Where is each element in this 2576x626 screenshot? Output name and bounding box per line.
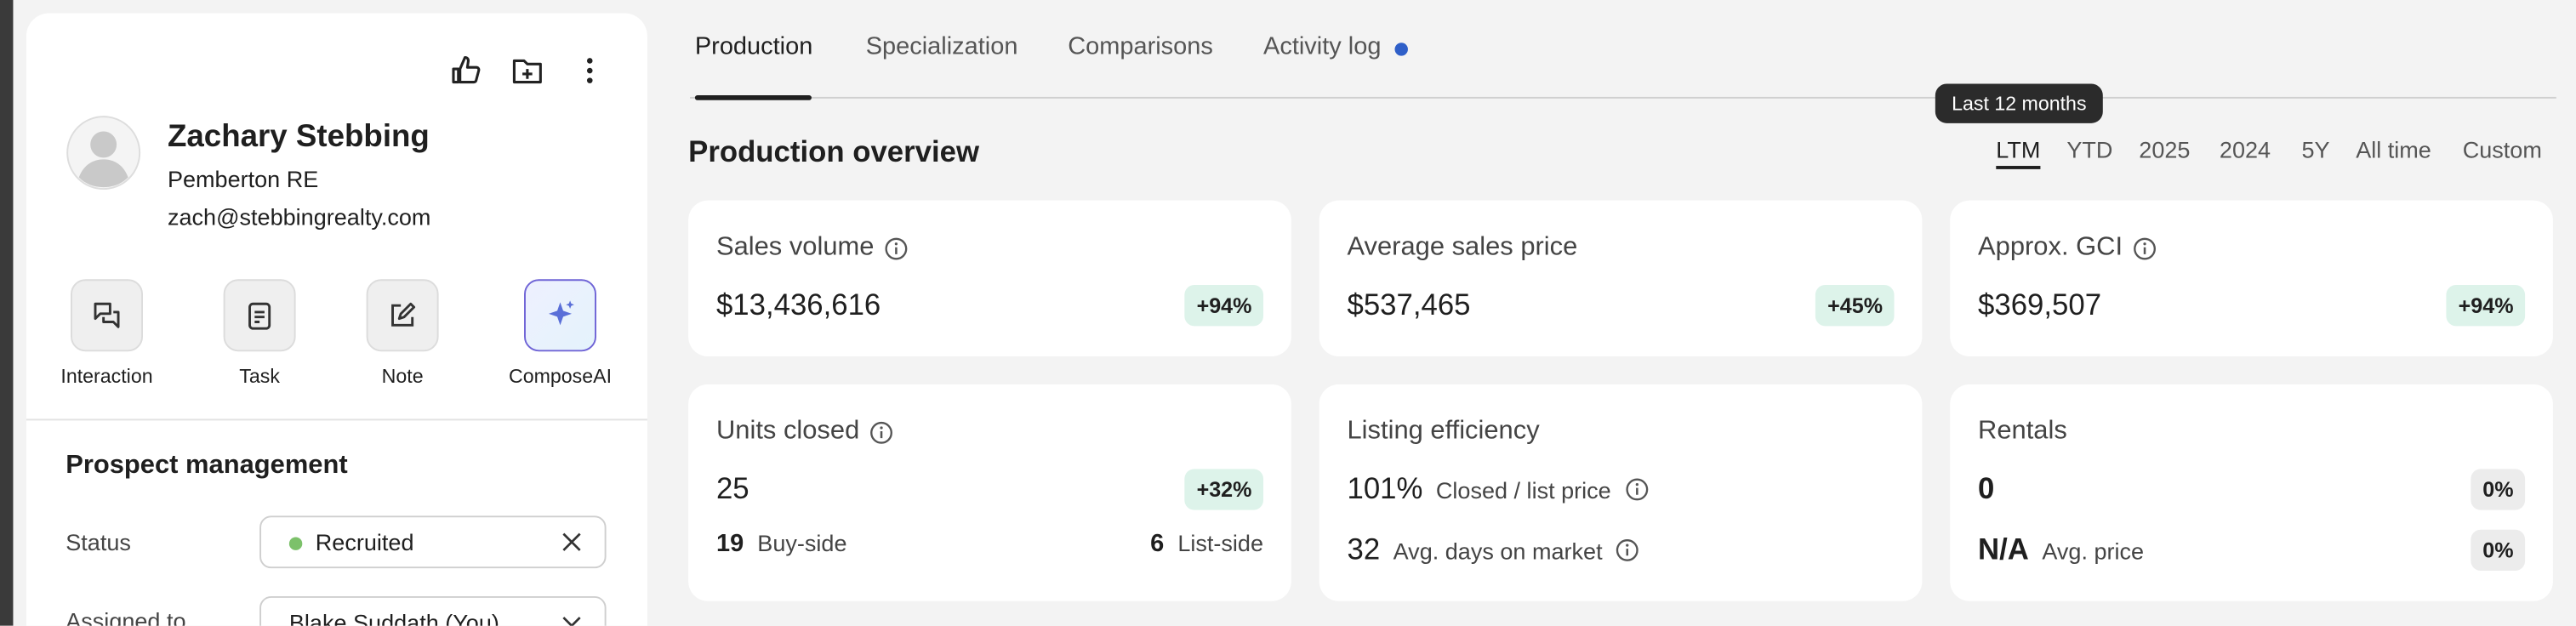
avatar bbox=[66, 116, 141, 191]
metric-card: Units closed 25 +32% 19 Buy-side 6 List-… bbox=[688, 384, 1291, 601]
chevron-icon bbox=[562, 617, 581, 626]
status-value: Recruited bbox=[315, 528, 414, 555]
metric-line: 32 Avg. days on market bbox=[1348, 533, 1641, 568]
sub-value: 19 bbox=[715, 529, 744, 558]
change-badge: 0% bbox=[2471, 529, 2526, 572]
card-label-text: Listing efficiency bbox=[1347, 417, 1540, 446]
period-option[interactable]: 2024 bbox=[2219, 136, 2271, 163]
section-title: Prospect management bbox=[66, 452, 348, 480]
unread-dot bbox=[1394, 43, 1408, 56]
task-button[interactable] bbox=[223, 279, 296, 352]
assignee-select[interactable]: Blake Suddath (You) bbox=[259, 595, 607, 626]
card-label-text: Sales volume bbox=[715, 233, 875, 262]
change-badge: +94% bbox=[2447, 285, 2526, 327]
tooltip: Last 12 months bbox=[1935, 83, 2103, 123]
change-badge: +94% bbox=[1185, 285, 1264, 327]
tab[interactable]: Comparisons bbox=[1068, 32, 1213, 61]
tab[interactable]: Specialization bbox=[865, 32, 1018, 61]
info-icon[interactable] bbox=[884, 236, 909, 260]
sub-value: 32 bbox=[1347, 532, 1381, 566]
profile-email: zach@stebbingrealty.com bbox=[167, 203, 431, 230]
sub-metric: 6 List-side bbox=[1150, 530, 1263, 558]
metric-card: Approx. GCI $369,507 +94% bbox=[1950, 200, 2553, 357]
card-value: $369,507 bbox=[1978, 287, 2102, 322]
period-option[interactable]: All time bbox=[2356, 136, 2431, 163]
sub-metric: 19 Buy-side bbox=[716, 530, 847, 558]
sub-label: Avg. price bbox=[2042, 537, 2145, 564]
action-label: Task bbox=[239, 364, 280, 388]
card-label: Units closed bbox=[716, 417, 894, 447]
action-label: Note bbox=[381, 364, 424, 388]
tab[interactable]: Production bbox=[694, 32, 813, 61]
sub-label: Avg. days on market bbox=[1393, 537, 1603, 564]
card-label: Rentals bbox=[1978, 417, 2067, 447]
tab-rule bbox=[690, 96, 2556, 99]
field-label: Status bbox=[66, 528, 131, 555]
info-icon[interactable] bbox=[1616, 538, 1640, 562]
period-option[interactable]: 2025 bbox=[2139, 136, 2191, 163]
period-option[interactable]: LTM bbox=[1996, 136, 2041, 169]
more-icon[interactable] bbox=[573, 54, 607, 88]
metric-card: Sales volume $13,436,616 +94% bbox=[688, 200, 1291, 357]
info-icon[interactable] bbox=[1624, 477, 1649, 502]
metric-line: N/A Avg. price bbox=[1978, 533, 2144, 568]
sub-label: Buy-side bbox=[757, 529, 847, 556]
metric-card: Listing efficiency 101% Closed / list pri… bbox=[1319, 384, 1923, 601]
period-option[interactable]: 5Y bbox=[2301, 136, 2330, 163]
info-icon[interactable] bbox=[869, 419, 894, 444]
clear-icon[interactable] bbox=[561, 532, 581, 552]
tab-underline bbox=[694, 95, 812, 100]
sub-value: 6 bbox=[1150, 529, 1165, 558]
status-select[interactable]: Recruited bbox=[259, 515, 607, 569]
card-label-text: Units closed bbox=[715, 417, 860, 446]
like-icon[interactable] bbox=[450, 54, 483, 88]
period-option[interactable]: Custom bbox=[2462, 136, 2542, 163]
change-badge: 0% bbox=[2471, 469, 2526, 510]
card-note: Closed / list price bbox=[1435, 476, 1611, 503]
profile-name: Zachary Stebbing bbox=[167, 119, 430, 155]
card-label: Sales volume bbox=[716, 233, 909, 263]
tab[interactable]: Activity log bbox=[1263, 32, 1382, 61]
info-icon[interactable] bbox=[2133, 236, 2157, 260]
card-label-text: Average sales price bbox=[1347, 233, 1578, 262]
folder-add-icon[interactable] bbox=[511, 54, 544, 88]
card-label-text: Approx. GCI bbox=[1978, 233, 2123, 262]
interaction-button[interactable] bbox=[71, 279, 144, 352]
field-label: Assigned to bbox=[66, 607, 186, 626]
change-badge: +45% bbox=[1815, 285, 1895, 327]
divider bbox=[26, 418, 647, 421]
card-label-text: Rentals bbox=[1978, 417, 2067, 446]
card-value: 25 bbox=[715, 472, 749, 505]
card-label: Approx. GCI bbox=[1978, 233, 2157, 263]
sub-label: List-side bbox=[1177, 529, 1264, 556]
assignee-value: Blake Suddath (You) bbox=[288, 609, 499, 626]
action-label: ComposeAI bbox=[508, 364, 613, 388]
metric-card: Rentals 0 0% N/A Avg. price 0% bbox=[1950, 384, 2553, 601]
card-value: $537,465 bbox=[1347, 287, 1471, 322]
overview-title: Production overview bbox=[688, 135, 980, 168]
card-value: 0 bbox=[1978, 472, 1995, 505]
card-value: 101% bbox=[1347, 472, 1423, 505]
profile-panel: Zachary Stebbing Pemberton RE zach@stebb… bbox=[26, 13, 647, 626]
status-dot bbox=[288, 537, 303, 550]
sub-value: N/A bbox=[1978, 532, 2029, 566]
metric-card: Average sales price $537,465 +45% bbox=[1319, 200, 1923, 357]
note-button[interactable] bbox=[366, 279, 439, 352]
period-option[interactable]: YTD bbox=[2066, 136, 2113, 163]
composeai-button[interactable] bbox=[524, 279, 596, 352]
card-label: Average sales price bbox=[1348, 233, 1578, 263]
change-badge: +32% bbox=[1185, 469, 1264, 510]
card-value: $13,436,616 bbox=[715, 287, 881, 322]
action-label: Interaction bbox=[60, 364, 153, 388]
window-edge bbox=[0, 0, 14, 626]
metric-line: 101% Closed / list price bbox=[1348, 472, 1650, 507]
card-label: Listing efficiency bbox=[1348, 417, 1540, 447]
profile-company: Pemberton RE bbox=[167, 166, 319, 192]
